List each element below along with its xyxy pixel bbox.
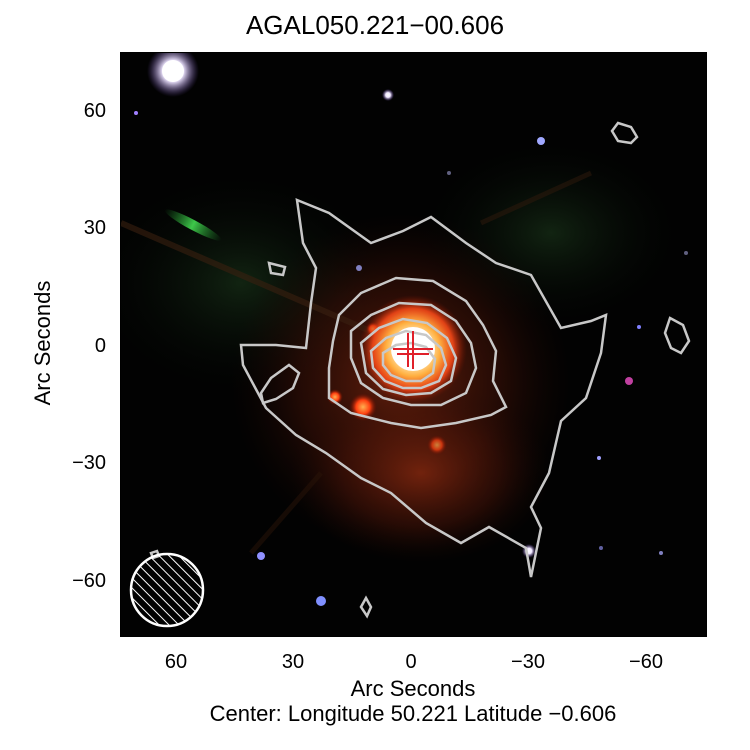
x-tick-label: 60 <box>164 651 188 673</box>
y-tick-label: 30 <box>83 217 106 239</box>
y-tick-label: −60 <box>72 570 106 592</box>
x-tick-label: 0 <box>405 651 417 673</box>
y-tick-label: 0 <box>94 335 106 357</box>
x-tick-label: 30 <box>281 651 305 673</box>
image-title: AGAL050.221−00.606 <box>245 10 505 40</box>
x-tick-label: −60 <box>629 651 663 673</box>
sky-image-canvas <box>121 53 706 636</box>
cross-marker-icon <box>393 331 433 369</box>
hatched-beam-ellipse-icon <box>129 552 205 628</box>
x-axis-label: Arc Seconds <box>350 676 476 701</box>
y-tick-label: 60 <box>83 100 106 122</box>
y-tick-label: −30 <box>72 452 106 474</box>
y-axis-label: Arc Seconds <box>30 280 55 406</box>
x-tick-label: −30 <box>511 651 545 673</box>
contour-lines <box>149 121 691 619</box>
sky-image <box>120 52 707 637</box>
center-coordinates-caption: Center: Longitude 50.221 Latitude −0.606 <box>209 701 617 726</box>
